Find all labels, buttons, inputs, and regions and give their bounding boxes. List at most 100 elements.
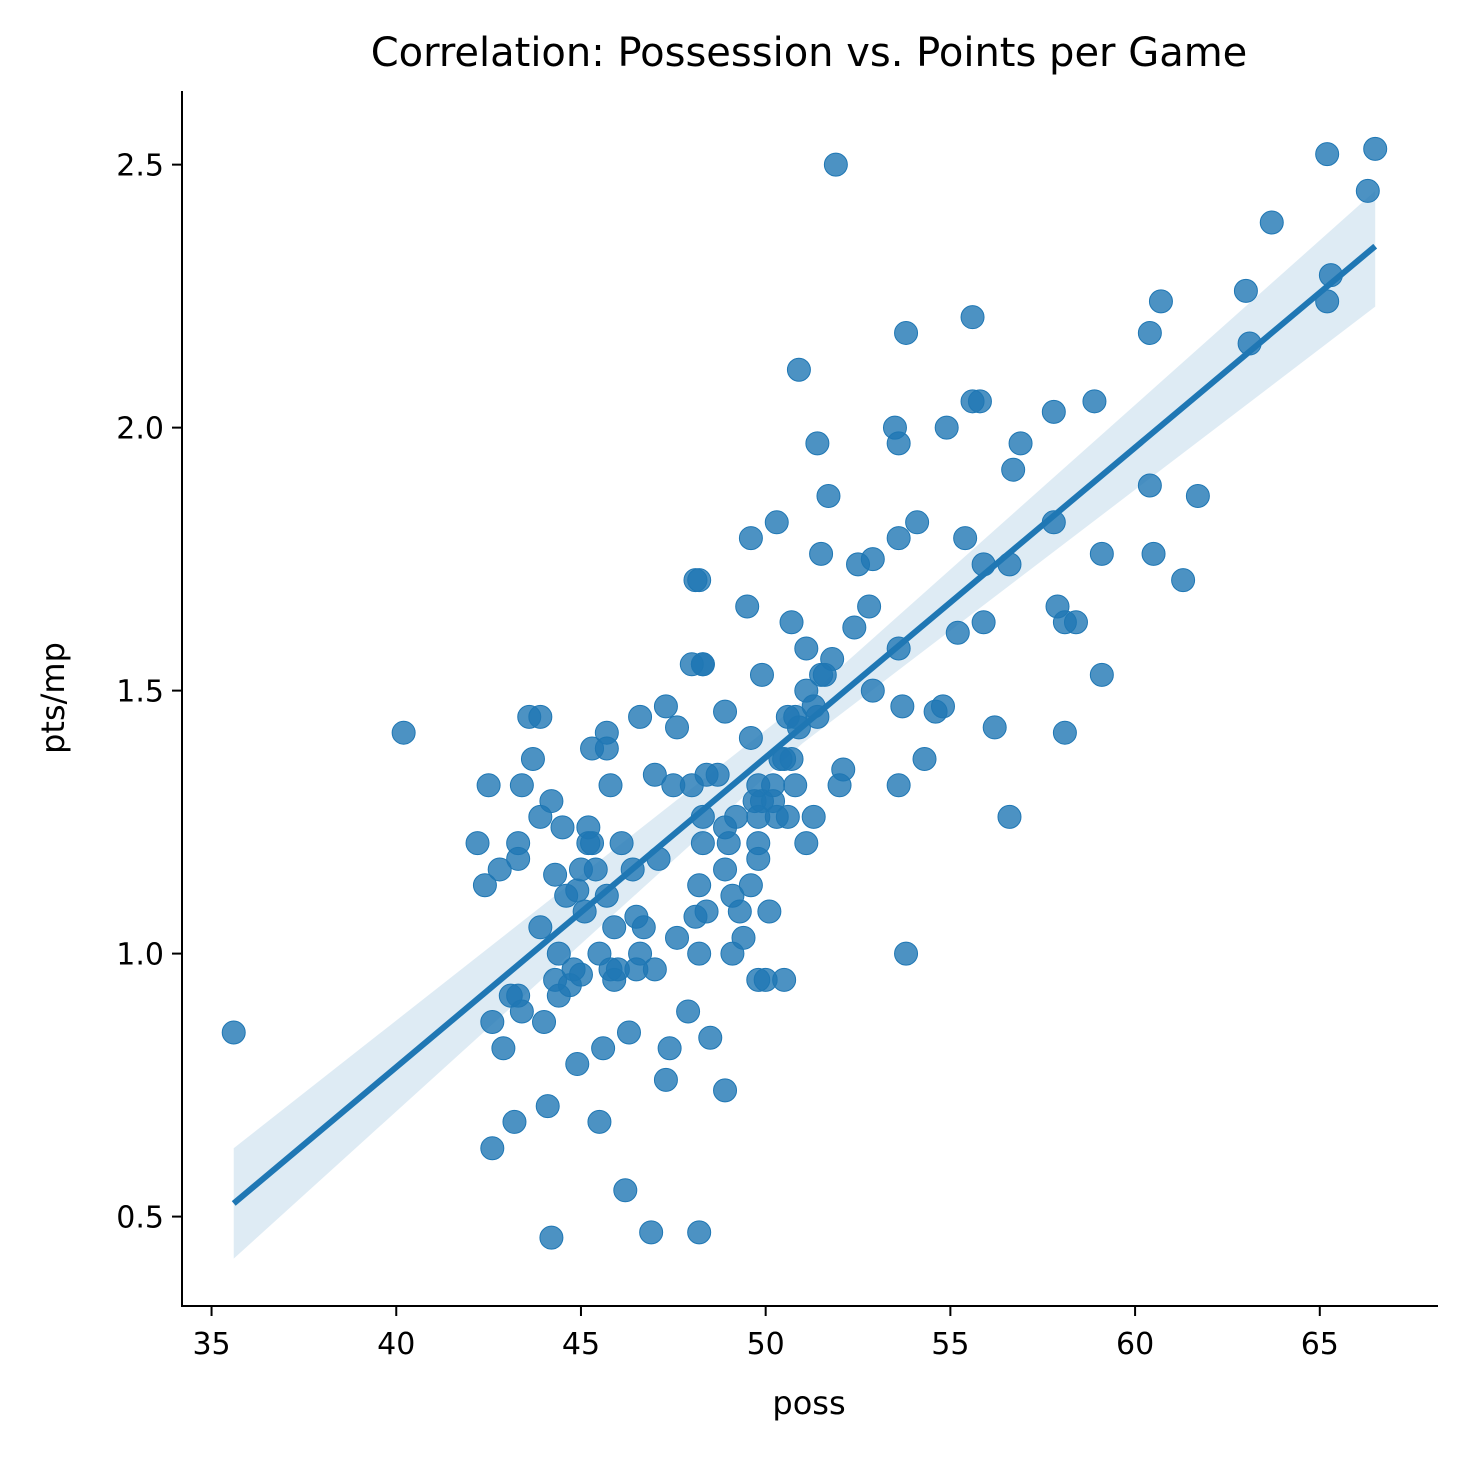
scatter-point	[690, 831, 715, 856]
scatter-point	[816, 484, 841, 508]
scatter-point	[1137, 473, 1162, 498]
scatter-point	[1082, 389, 1107, 414]
x-ticks: 35 40 45 50 55 60 65	[192, 1306, 1339, 1362]
scatter-point	[982, 715, 1007, 740]
scatter-point	[786, 357, 811, 382]
scatter-point	[805, 431, 830, 456]
scatter-point	[746, 846, 771, 871]
scatter-point	[580, 831, 605, 856]
scatter-point	[465, 831, 490, 856]
scatter-point	[476, 773, 501, 798]
scatter-point	[775, 804, 800, 829]
scatter-point	[509, 999, 534, 1024]
scatter-point	[616, 1020, 641, 1045]
y-tick-label: 0.5	[116, 1201, 164, 1236]
scatter-point	[794, 831, 819, 856]
scatter-point	[539, 789, 564, 814]
scatter-point	[1233, 278, 1258, 303]
scatter-point	[1141, 541, 1166, 566]
y-tick-label: 2.5	[116, 149, 164, 184]
scatter-point	[480, 1136, 505, 1161]
scatter-point	[594, 883, 619, 908]
regression-line-layer	[231, 243, 1378, 1206]
y-ticks: 0.5 1.0 1.5 2.0 2.5	[116, 149, 182, 1236]
scatter-point	[886, 526, 911, 551]
scatter-point	[1355, 178, 1380, 203]
scatter-point	[1148, 289, 1173, 314]
scatter-point	[676, 999, 701, 1024]
scatter-point	[779, 610, 804, 635]
scatter-point	[890, 694, 915, 719]
scatter-point	[953, 526, 978, 551]
y-axis-label: pts/mp	[34, 642, 72, 754]
scatter-point	[613, 1178, 638, 1203]
scatter-point	[480, 1009, 505, 1034]
y-tick-label: 1.0	[116, 938, 164, 973]
scatter-point	[657, 1036, 682, 1061]
scatter-point	[886, 773, 911, 798]
scatter-point	[602, 915, 627, 940]
scatter-point	[687, 873, 712, 898]
scatter-point	[520, 746, 545, 771]
scatter-point	[842, 615, 867, 640]
scatter-point	[738, 725, 763, 750]
scatter-point	[716, 831, 741, 856]
scatter-point	[532, 1009, 557, 1034]
scatter-point	[967, 389, 992, 414]
scatter-point	[809, 541, 834, 566]
scatter-point	[687, 1220, 712, 1245]
scatter-point	[713, 699, 738, 724]
scatter-point	[731, 925, 756, 950]
scatter-point	[502, 1109, 527, 1134]
scatter-point	[528, 704, 553, 729]
scatter-point	[565, 1052, 590, 1077]
scatter-point	[1089, 662, 1114, 687]
scatter-point	[1363, 136, 1388, 161]
scatter-point	[653, 694, 678, 719]
x-tick-label: 50	[747, 1327, 785, 1362]
scatter-point	[487, 857, 512, 882]
y-tick-label: 2.0	[116, 412, 164, 447]
points-layer	[221, 136, 1388, 1250]
scatter-point	[724, 804, 749, 829]
scatter-point	[583, 857, 608, 882]
scatter-point	[1041, 399, 1066, 424]
scatter-point	[738, 873, 763, 898]
scatter-point	[535, 1094, 560, 1119]
scatter-point	[783, 773, 808, 798]
scatter-point	[687, 568, 712, 593]
scatter-point	[694, 899, 719, 924]
scatter-point	[905, 510, 930, 535]
scatter-point	[713, 1078, 738, 1103]
scatter-point	[738, 526, 763, 551]
scatter-point	[1315, 142, 1340, 167]
scatter-point	[757, 899, 782, 924]
scatter-point	[1008, 431, 1033, 456]
scatter-point	[727, 899, 752, 924]
x-tick-label: 40	[377, 1327, 415, 1362]
scatter-point	[568, 962, 593, 987]
scatter-point	[894, 941, 919, 966]
scatter-point	[221, 1020, 246, 1045]
scatter-point	[1063, 610, 1088, 635]
scatter-point	[546, 941, 571, 966]
scatter-point	[491, 1036, 516, 1061]
scatter-point	[665, 925, 690, 950]
scatter-point	[543, 862, 568, 887]
scatter-point	[609, 831, 634, 856]
scatter-point	[1001, 457, 1026, 482]
scatter-point	[764, 510, 789, 535]
scatter-point	[642, 762, 667, 787]
x-tick-label: 65	[1301, 1327, 1339, 1362]
scatter-point	[687, 941, 712, 966]
scatter-point	[860, 547, 885, 572]
x-tick-label: 55	[931, 1327, 969, 1362]
scatter-point	[705, 762, 730, 787]
scatter-point	[1259, 210, 1284, 235]
scatter-point	[860, 678, 885, 703]
scatter-point	[997, 804, 1022, 829]
scatter-point	[960, 305, 985, 330]
scatter-point	[391, 720, 416, 745]
scatter-point	[628, 704, 653, 729]
